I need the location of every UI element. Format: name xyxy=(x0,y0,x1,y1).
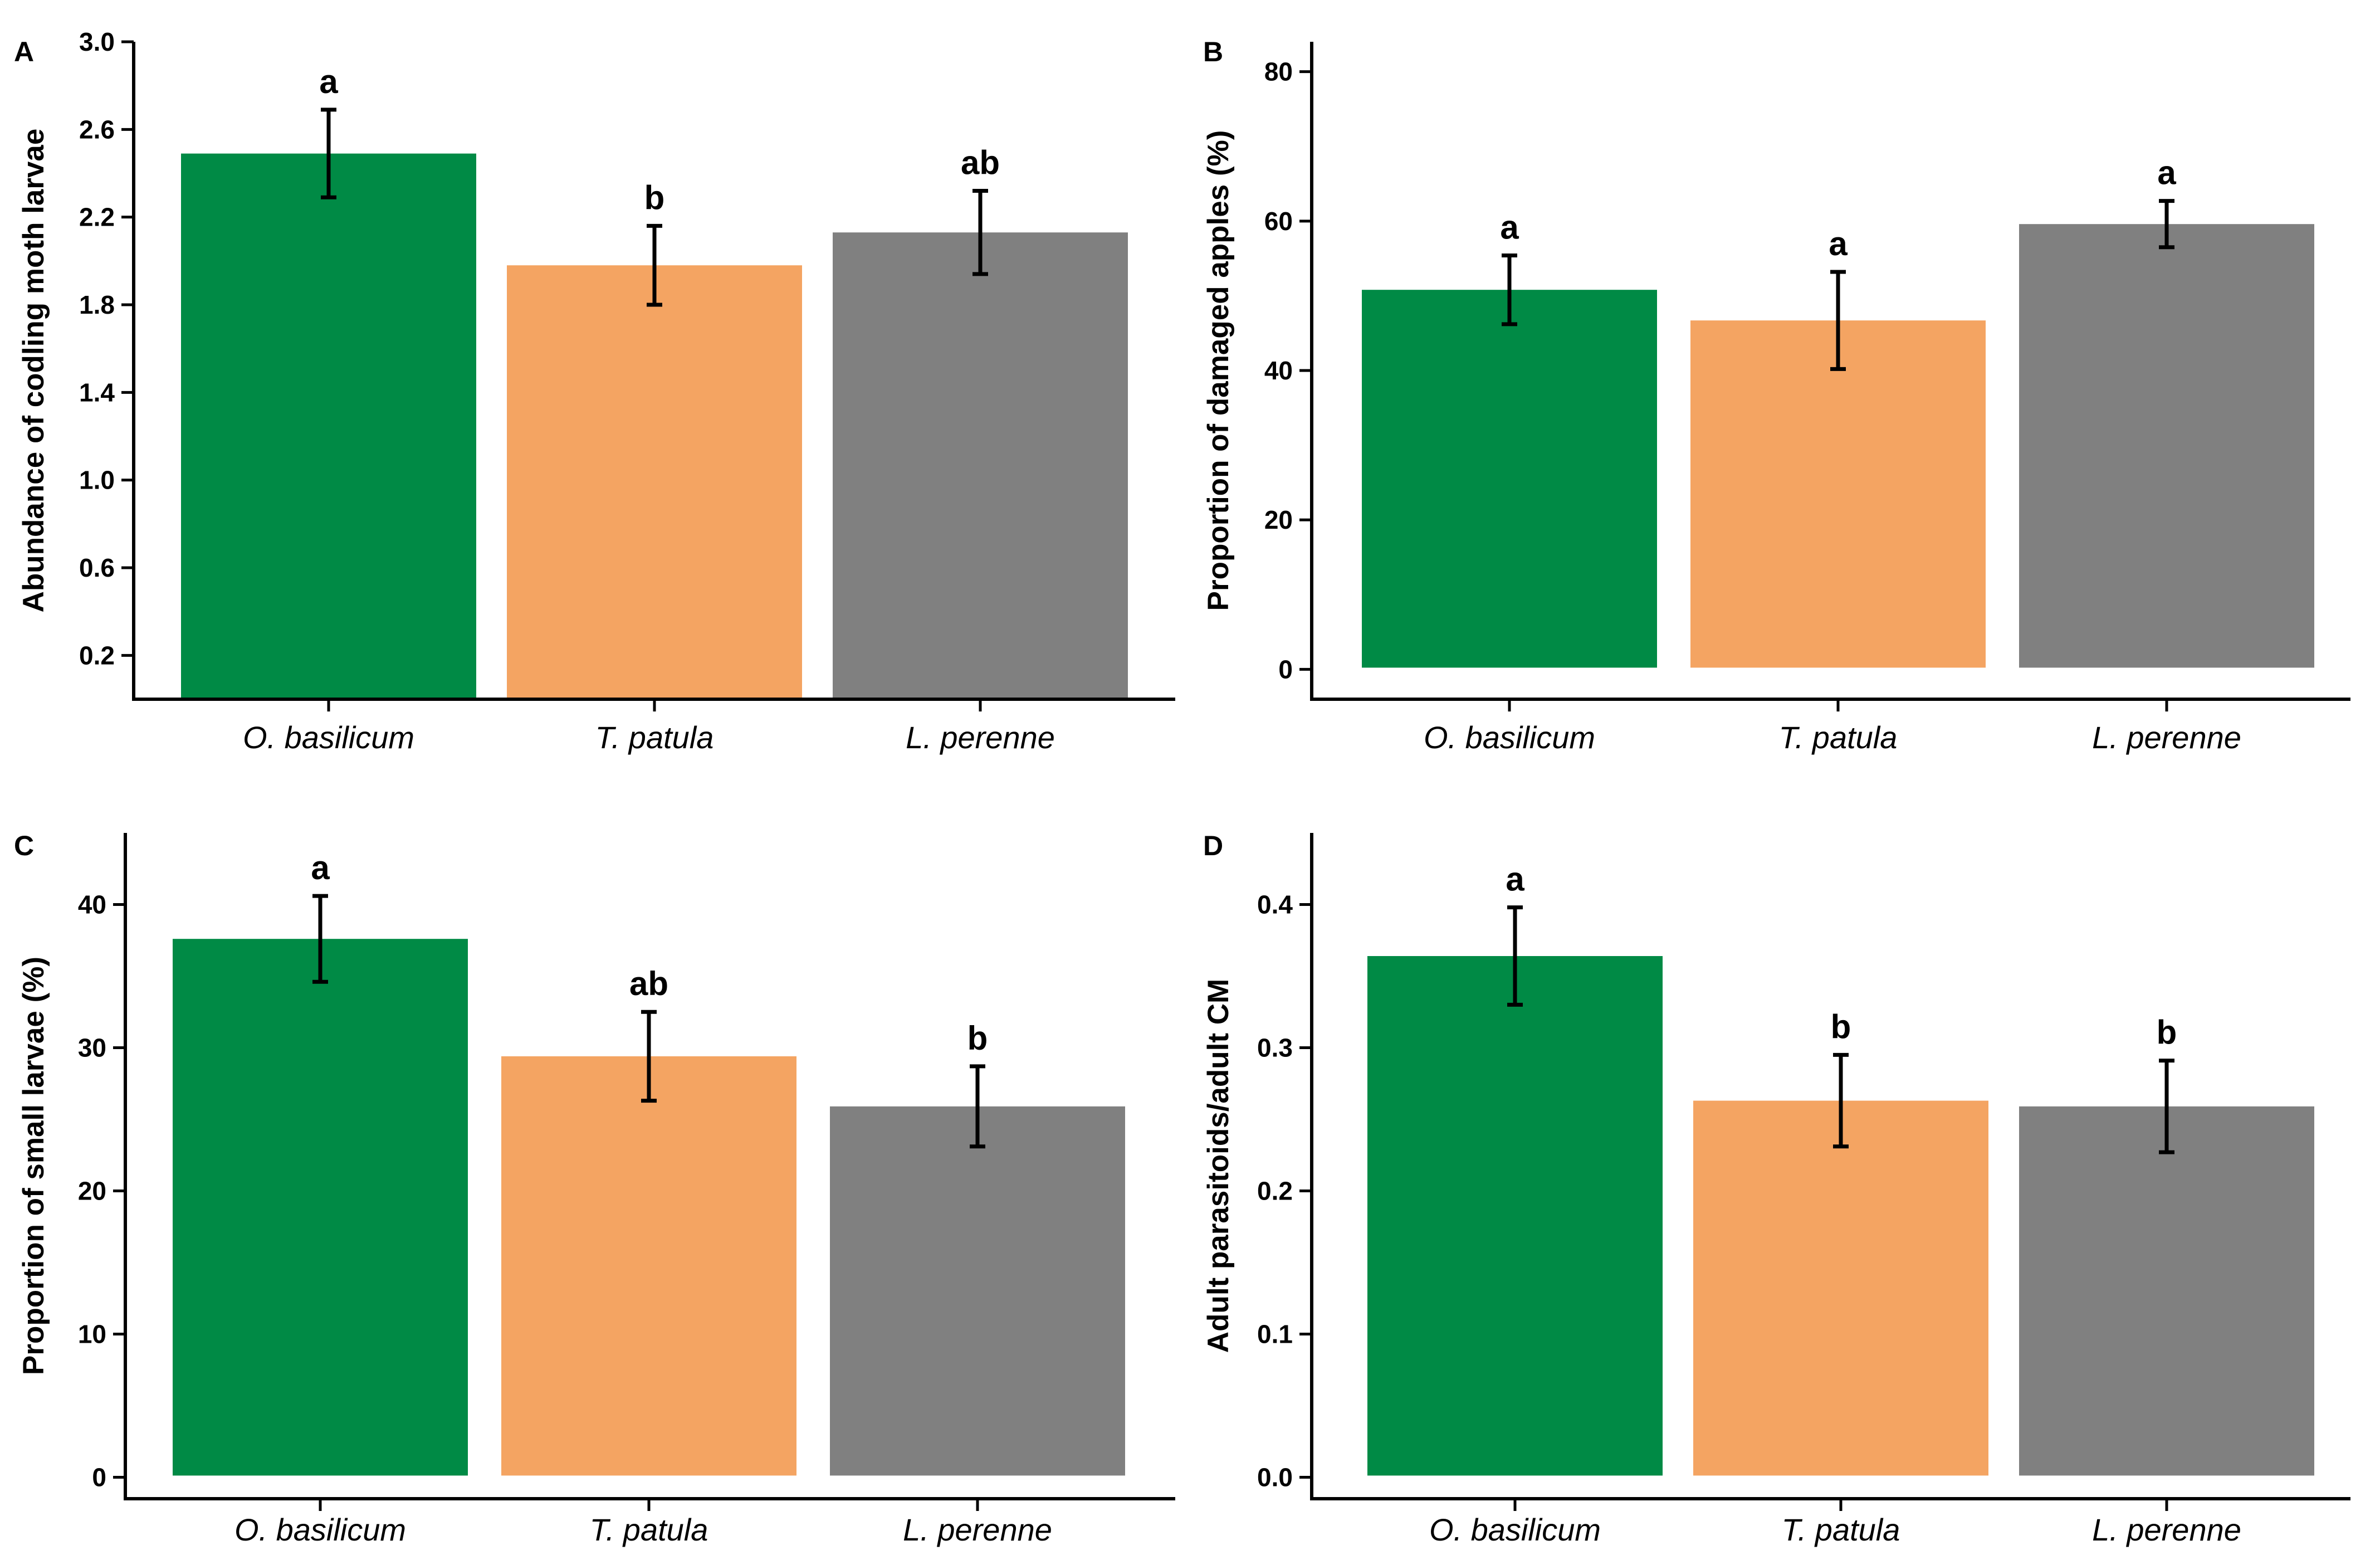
x-tick-label: T. patula xyxy=(1782,1512,1900,1547)
y-axis-title: Abundance of codling moth larvae xyxy=(17,129,50,613)
significance-label: b xyxy=(2157,1014,2177,1051)
panel-letter: D xyxy=(1203,830,1223,861)
significance-label: a xyxy=(1500,209,1519,246)
y-axis-title: Adult parasitoids/adult CM xyxy=(1202,979,1235,1353)
significance-label: a xyxy=(319,63,338,100)
bar xyxy=(1690,320,1986,668)
x-tick-label: T. patula xyxy=(595,720,714,755)
y-axis-title: Proportion of small larvae (%) xyxy=(17,957,50,1375)
bar xyxy=(833,232,1128,698)
y-tick-label: 0.3 xyxy=(1257,1033,1293,1062)
significance-label: ab xyxy=(961,144,1000,181)
x-tick-label: L. perenne xyxy=(903,1512,1052,1547)
significance-label: a xyxy=(1829,225,1848,262)
x-tick-label: O. basilicum xyxy=(234,1512,406,1547)
x-tick-label: L. perenne xyxy=(2092,720,2241,755)
y-tick-label: 1.4 xyxy=(79,378,115,407)
y-tick-label: 30 xyxy=(78,1033,106,1062)
significance-label: ab xyxy=(629,965,668,1002)
bar xyxy=(2019,1106,2314,1476)
bar xyxy=(507,265,802,698)
y-tick-label: 10 xyxy=(78,1319,106,1348)
y-tick-label: 2.6 xyxy=(79,115,115,144)
y-tick-label: 0.2 xyxy=(79,641,115,670)
y-tick-label: 0.2 xyxy=(1257,1176,1293,1205)
bar xyxy=(1367,956,1663,1476)
panel-b: Ba O. basilicum a T. patula a L. perenne 0 20 40… xyxy=(1202,36,2350,755)
y-tick-label: 20 xyxy=(1264,505,1293,534)
x-tick-label: L. perenne xyxy=(2092,1512,2241,1547)
bar xyxy=(1362,290,1657,668)
y-tick-label: 40 xyxy=(78,890,106,919)
y-tick-label: 2.2 xyxy=(79,203,115,232)
panel-letter: A xyxy=(14,36,34,67)
y-tick-label: 0 xyxy=(1278,655,1293,684)
bar xyxy=(2019,224,2314,668)
significance-label: b xyxy=(644,179,665,216)
significance-label: b xyxy=(967,1020,988,1057)
x-tick-label: O. basilicum xyxy=(1429,1512,1601,1547)
bar xyxy=(173,939,468,1476)
y-tick-label: 0.6 xyxy=(79,553,115,582)
y-tick-label: 0.0 xyxy=(1257,1462,1293,1491)
significance-label: a xyxy=(311,849,330,886)
x-tick-label: T. patula xyxy=(590,1512,708,1547)
y-tick-label: 1.8 xyxy=(79,290,115,319)
panel-letter: B xyxy=(1203,36,1223,67)
panel-d: Da O. basilicum b T. patula b L. perenne 0.0 0.… xyxy=(1202,830,2350,1547)
panel-letter: C xyxy=(14,830,34,861)
x-tick-label: T. patula xyxy=(1779,720,1898,755)
y-tick-label: 60 xyxy=(1264,207,1293,236)
y-tick-label: 0.4 xyxy=(1257,890,1293,919)
significance-label: b xyxy=(1831,1008,1851,1045)
y-tick-label: 20 xyxy=(78,1176,106,1205)
bar xyxy=(830,1106,1125,1476)
panel-a: Aa O. basilicum b T. patula ab L. perenne 0.2 0… xyxy=(14,27,1175,755)
x-tick-label: O. basilicum xyxy=(243,720,414,755)
bar xyxy=(181,153,476,698)
significance-label: a xyxy=(1506,861,1524,898)
bar xyxy=(501,1056,796,1476)
significance-label: a xyxy=(2157,154,2176,192)
y-tick-label: 0.1 xyxy=(1257,1319,1293,1348)
y-tick-label: 40 xyxy=(1264,356,1293,385)
x-tick-label: O. basilicum xyxy=(1424,720,1595,755)
x-tick-label: L. perenne xyxy=(906,720,1055,755)
y-tick-label: 80 xyxy=(1264,57,1293,86)
y-tick-label: 1.0 xyxy=(79,466,115,495)
bar xyxy=(1693,1100,1988,1476)
y-tick-label: 3.0 xyxy=(79,27,115,56)
panel-c: Ca O. basilicum ab T. patula b L. perenne 0 10 2… xyxy=(14,830,1175,1547)
y-tick-label: 0 xyxy=(92,1462,106,1491)
y-axis-title: Proportion of damaged apples (%) xyxy=(1202,130,1235,611)
